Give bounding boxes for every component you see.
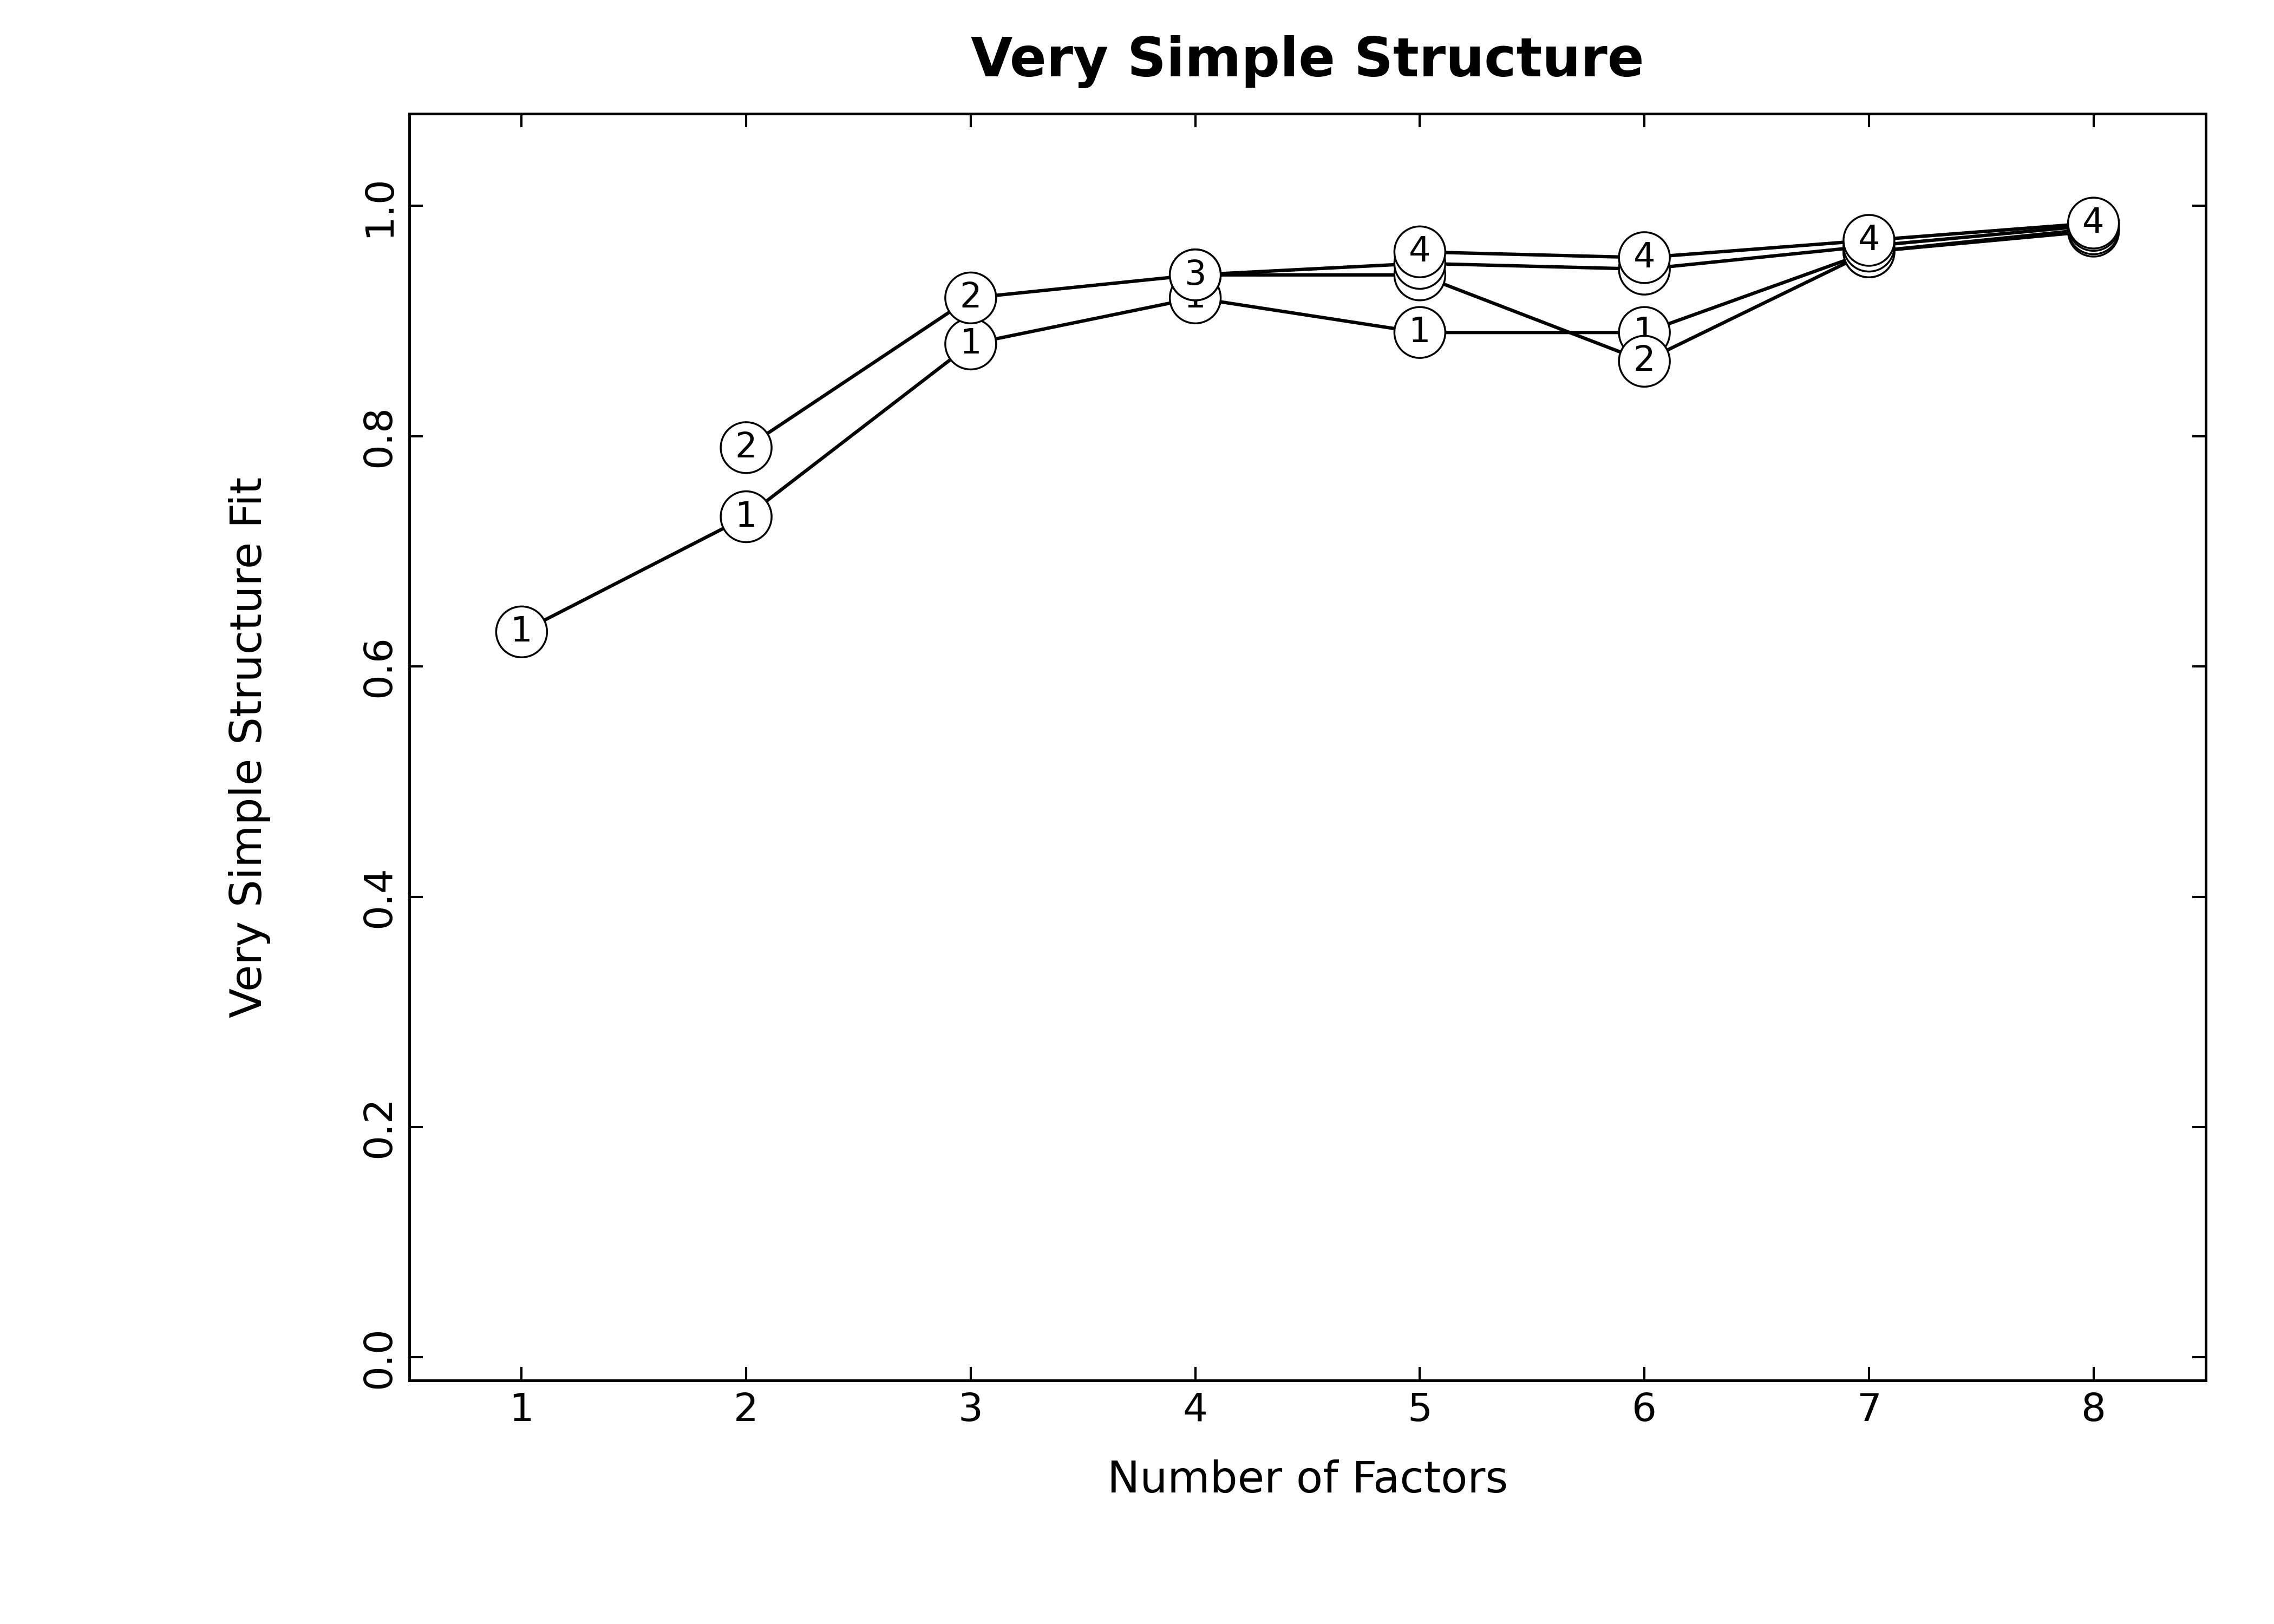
Text: 3: 3 (1185, 258, 1205, 292)
Text: 4: 4 (1858, 224, 1881, 257)
Text: 2: 2 (2083, 213, 2103, 245)
Text: 3: 3 (1410, 247, 1430, 281)
Text: 1: 1 (512, 615, 532, 648)
Text: 1: 1 (1410, 315, 1430, 349)
Text: 1: 1 (735, 500, 757, 534)
Text: 4: 4 (1633, 240, 1655, 274)
Text: 1: 1 (2083, 214, 2103, 248)
Text: 1: 1 (960, 326, 982, 361)
Text: 2: 2 (735, 430, 757, 464)
Title: Very Simple Structure: Very Simple Structure (971, 36, 1644, 88)
X-axis label: Number of Factors: Number of Factors (1107, 1458, 1508, 1501)
Text: 1: 1 (1633, 315, 1655, 349)
Text: 3: 3 (1633, 252, 1655, 286)
Text: 4: 4 (1410, 235, 1430, 268)
Text: 2: 2 (1858, 235, 1881, 268)
Text: 3: 3 (1858, 229, 1881, 263)
Y-axis label: Very Simple Structure Fit: Very Simple Structure Fit (227, 476, 271, 1018)
Text: 2: 2 (1185, 258, 1205, 292)
Text: 2: 2 (1410, 258, 1430, 292)
Text: 2: 2 (960, 281, 982, 315)
Text: 4: 4 (2083, 206, 2103, 240)
Text: 1: 1 (1185, 281, 1205, 315)
Text: 2: 2 (1633, 344, 1655, 378)
Text: 1: 1 (1858, 235, 1881, 268)
Text: 3: 3 (2083, 208, 2103, 242)
